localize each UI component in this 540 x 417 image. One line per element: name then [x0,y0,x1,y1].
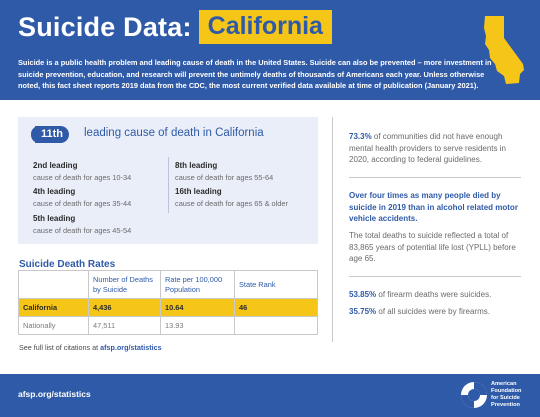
footer-link[interactable]: afsp.org/statistics [18,389,91,399]
table-header: State Rank [234,270,318,299]
rank-headline: leading cause of death in California [84,127,264,139]
rank-item-ages-55-64: 8th leading cause of death for ages 55-6… [175,161,315,182]
org-name-line: Foundation [491,388,522,394]
table-row-national: Nationally 47,511 13.93 [18,316,318,335]
table-row-state: California 4,436 10.64 46 [18,298,318,317]
rank-divider [168,157,169,213]
rank-item-sub: cause of death for ages 45-54 [33,226,132,235]
death-rates-table: Number of Deaths by Suicide Rate per 100… [18,270,318,335]
citation-prefix: See full list of citations at [19,343,101,352]
rank-item-label: 5th leading [33,214,76,223]
table-header: Number of Deaths by Suicide [88,270,161,299]
california-map-icon [484,16,524,84]
fact-percent: 73.3% [349,132,372,141]
rank-item-ages-35-44: 4th leading cause of death for ages 35-4… [33,187,173,208]
citation-note: See full list of citations at afsp.org/s… [19,343,162,352]
org-name-line: Prevention [491,402,520,408]
rank-item-label: 16th leading [175,187,222,196]
title-text: Suicide Data: [18,11,192,42]
header-banner: Suicide Data: California Suicide is a pu… [0,0,540,100]
fact-separator [349,177,521,178]
rank-item-ages-65-plus: 16th leading cause of death for ages 65 … [175,187,315,208]
rank-item-sub: cause of death for ages 35-44 [33,199,132,208]
footer-bar: afsp.org/statistics American Foundation … [0,374,540,417]
rank-item-sub: cause of death for ages 65 & older [175,199,288,208]
rank-item-sub: cause of death for ages 55-64 [175,173,274,182]
rank-item-ages-10-34: 2nd leading cause of death for ages 10-3… [33,161,173,182]
rank-item-ages-45-54: 5th leading cause of death for ages 45-5… [33,214,173,235]
table-cell: 4,436 [88,298,161,317]
fact-text: of firearm deaths were suicides. [376,290,492,299]
fact-vehicle-comparison: Over four times as many people died by s… [349,191,518,223]
fact-text: of all suicides were by firearms. [376,307,490,316]
table-header [18,270,89,299]
org-name: American Foundation for Suicide Preventi… [491,381,521,409]
org-name-line: for Suicide [491,395,520,401]
fact-firearm-suicides: 35.75% of all suicides were by firearms. [349,306,524,318]
rank-item-label: 2nd leading [33,161,78,170]
fact-mental-health-providers: 73.3% of communities did not have enough… [349,131,524,166]
table-cell: California [18,298,89,317]
state-name-badge: California [198,10,332,44]
rank-item-sub: cause of death for ages 10-34 [33,173,132,182]
table-cell: 47,511 [88,316,161,335]
fact-text: of communities did not have enough menta… [349,132,506,164]
table-header: Rate per 100,000 Population [160,270,235,299]
fact-percent: 35.75% [349,307,377,316]
fact-percent: 53.85% [349,290,377,299]
column-divider [332,117,333,342]
page-title: Suicide Data: California [18,10,332,44]
fact-ypll: The total deaths to suicide reflected a … [349,231,516,263]
table-cell: 10.64 [160,298,235,317]
org-name-line: American [491,381,517,387]
fact-separator [349,276,521,277]
rank-item-label: 4th leading [33,187,76,196]
rank-badge: 11th [35,126,69,143]
table-cell: 46 [234,298,318,317]
rank-item-label: 8th leading [175,161,218,170]
table-header-row: Number of Deaths by Suicide Rate per 100… [18,270,318,299]
table-cell: Nationally [18,316,89,335]
rates-title: Suicide Death Rates [19,259,116,270]
table-cell [234,316,318,335]
leading-cause-card: 11th leading cause of death in Californi… [18,117,318,244]
lifebuoy-logo-icon [461,382,487,408]
fact-firearm-deaths: 53.85% of firearm deaths were suicides. [349,289,524,301]
table-cell: 13.93 [160,316,235,335]
intro-paragraph: Suicide is a public health problem and l… [18,58,492,90]
citation-link[interactable]: afsp.org/statistics [100,343,162,352]
